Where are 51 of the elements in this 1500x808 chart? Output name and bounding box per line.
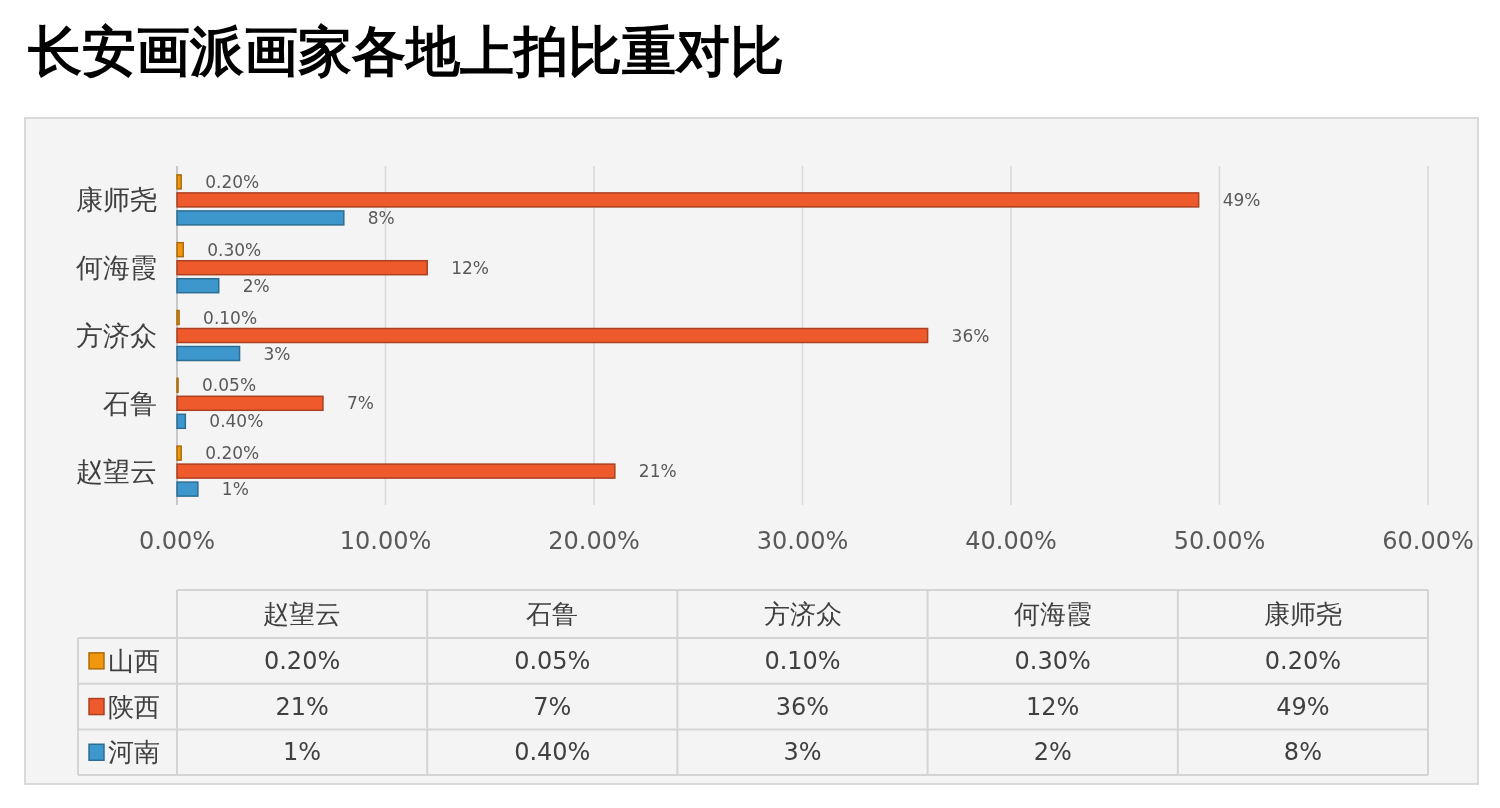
text: 0.10% [764, 646, 841, 675]
category-label: 赵望云 [263, 599, 342, 629]
text: 2% [1033, 738, 1072, 767]
data-label: 0.10% [203, 307, 258, 328]
data-label: 36% [951, 325, 990, 346]
text: 0.05% [514, 646, 591, 675]
x-tick-label: 30.00% [756, 527, 849, 555]
text: 7% [533, 692, 572, 721]
y-tick-label: 康师尧 [76, 184, 157, 216]
data-label: 1% [221, 479, 249, 500]
category-label: 何海霞 [1013, 599, 1092, 629]
x-tick-label: 10.00% [339, 527, 432, 555]
data-label: 0.30% [207, 239, 262, 260]
data-label: 0.20% [205, 443, 260, 464]
text: 36% [775, 692, 830, 721]
category-label: 康师尧 [1263, 599, 1342, 629]
y-tick-label: 石鲁 [103, 387, 157, 419]
data-label: 0.40% [209, 411, 264, 432]
text: 0.20% [263, 646, 341, 675]
text: 8% [1283, 738, 1322, 767]
chart-title: 长安画派画家各地上拍比重对比 [28, 20, 784, 83]
data-label: 12% [451, 257, 489, 278]
legend-label: 河南 [108, 737, 160, 768]
data-label: 0.05% [202, 375, 257, 396]
data-label: 3% [263, 343, 291, 364]
category-label: 方济众 [763, 599, 842, 629]
text: 0.40% [514, 738, 591, 767]
data-label: 2% [242, 275, 270, 296]
text: 0.30% [1014, 646, 1091, 675]
y-tick-label: 赵望云 [76, 455, 157, 487]
legend-label: 山西 [108, 645, 160, 676]
x-tick-label: 50.00% [1173, 527, 1266, 555]
category-label: 石鲁 [526, 599, 579, 629]
text: 49% [1276, 692, 1330, 721]
x-tick-label: 0.00% [138, 527, 216, 555]
text: 0.20% [1264, 646, 1342, 675]
x-tick-label: 60.00% [1382, 527, 1474, 555]
data-label: 7% [346, 393, 374, 414]
x-tick-label: 20.00% [548, 527, 640, 555]
data-label: 49% [1222, 189, 1261, 210]
y-tick-label: 何海霞 [76, 252, 157, 284]
text: 1% [283, 738, 322, 767]
text: 12% [1026, 692, 1080, 721]
text: 21% [275, 692, 329, 721]
data-label: 0.20% [205, 171, 260, 192]
x-tick-label: 40.00% [965, 527, 1057, 555]
data-label: 21% [638, 461, 677, 482]
data-label: 8% [367, 207, 395, 228]
y-tick-label: 方济众 [76, 320, 157, 351]
text: 3% [783, 738, 822, 767]
legend-label: 陕西 [108, 691, 160, 722]
